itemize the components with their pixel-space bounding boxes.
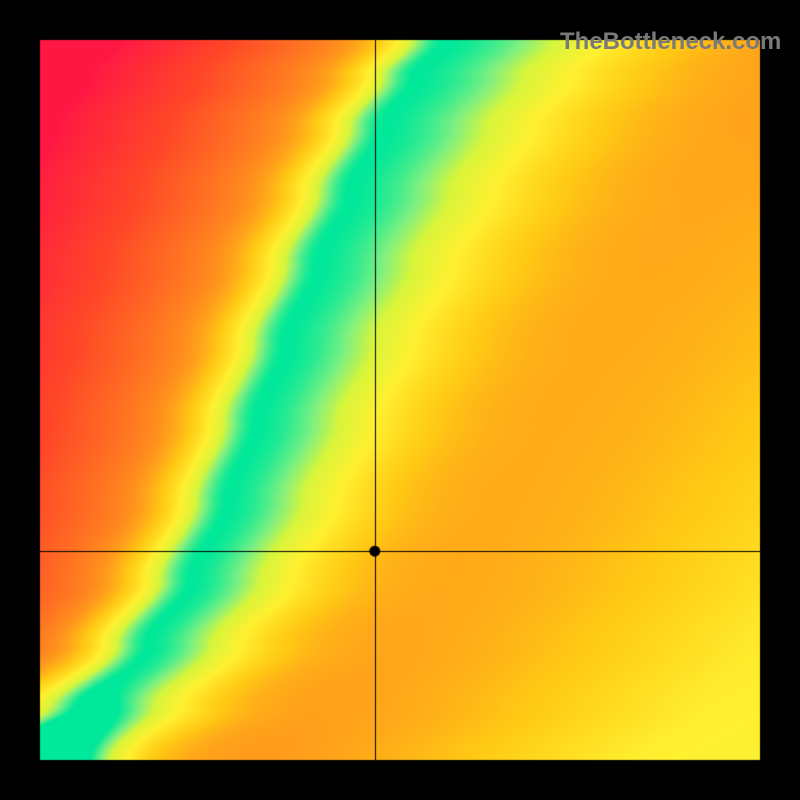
chart-container: TheBottleneck.com	[0, 0, 800, 800]
watermark-text: TheBottleneck.com	[560, 28, 781, 56]
heatmap-canvas	[0, 0, 800, 800]
